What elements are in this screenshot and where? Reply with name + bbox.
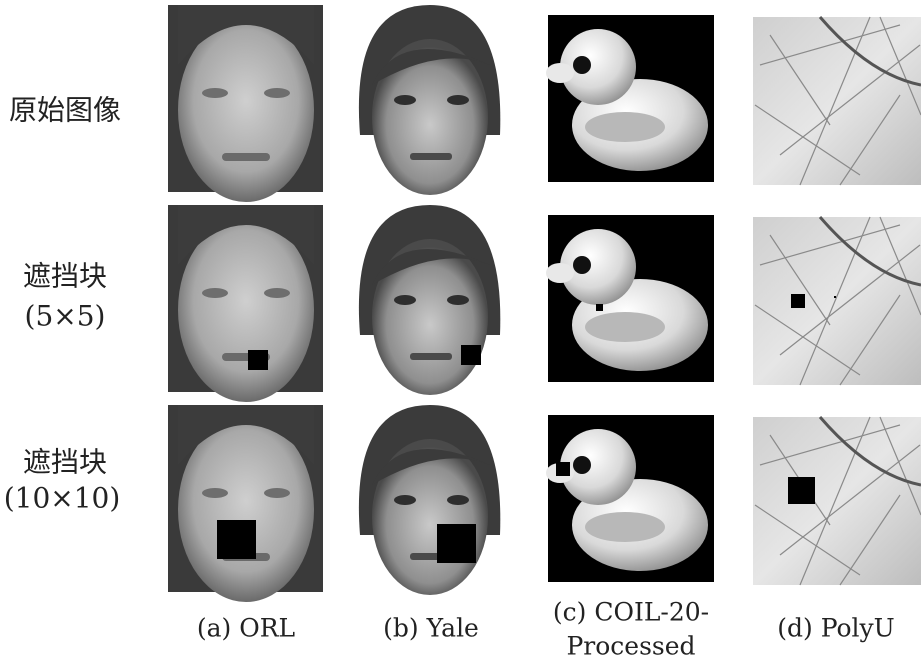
duck-beak [546, 63, 574, 83]
column-caption: (d) PolyU [777, 614, 895, 643]
image-row [168, 405, 921, 602]
image [546, 15, 714, 182]
palm-line [879, 16, 921, 116]
eye [447, 495, 469, 505]
duck-head [560, 229, 636, 305]
row-label: 遮挡块 [23, 260, 107, 293]
duck-head [560, 29, 636, 105]
palm-crease [818, 216, 921, 287]
palm-line [879, 216, 921, 316]
palm-line [799, 16, 871, 186]
eye [264, 288, 290, 298]
image-bg [753, 17, 921, 185]
image [168, 405, 323, 602]
hair [178, 205, 314, 265]
image [753, 16, 921, 186]
occlusion-block [791, 294, 805, 308]
eye [202, 88, 228, 98]
palm-line [759, 424, 901, 466]
palm-line [769, 234, 831, 326]
fringe [372, 249, 490, 285]
occlusion-block [217, 520, 256, 559]
duck-wing [585, 512, 665, 542]
occlusion-block [248, 350, 268, 370]
row-size: (5×5) [25, 300, 106, 333]
duck-eye [573, 456, 591, 474]
occlusion-block [596, 304, 603, 311]
palm-crease [818, 16, 921, 87]
image [546, 415, 714, 582]
eye [394, 95, 416, 105]
column-caption: (c) COIL-20- [553, 598, 709, 627]
image-row [168, 5, 921, 202]
face [178, 218, 314, 402]
column-caption: (a) ORL [197, 614, 295, 643]
column-caption: (b) Yale [383, 614, 479, 643]
row-label: 原始图像 [9, 94, 121, 127]
mouth [410, 353, 452, 360]
image [357, 5, 503, 195]
face [372, 239, 488, 395]
image [753, 416, 921, 586]
image-bg [753, 217, 921, 385]
palm-line [839, 494, 901, 586]
palm-crease [818, 416, 921, 487]
eye [447, 295, 469, 305]
fringe [372, 449, 490, 485]
face [372, 39, 488, 195]
eye [264, 488, 290, 498]
hair [178, 405, 314, 465]
palm-line [839, 294, 901, 386]
hair [178, 5, 314, 65]
palm-line [769, 34, 831, 126]
fringe [372, 49, 490, 85]
mouth [410, 153, 452, 160]
occlusion-block [437, 524, 476, 563]
duck-eye [573, 256, 591, 274]
eye [264, 88, 290, 98]
eye [447, 95, 469, 105]
image [546, 215, 714, 382]
palm-line [759, 224, 901, 266]
face [178, 18, 314, 202]
duck-wing [585, 112, 665, 142]
palm-line [754, 104, 861, 176]
palm-line [839, 94, 901, 186]
image [168, 5, 323, 202]
occlusion-block [461, 345, 481, 365]
mouth [222, 153, 270, 161]
duck-beak [546, 263, 574, 283]
column-caption: Processed [566, 632, 695, 661]
palm-line [799, 416, 871, 586]
palm-line [879, 416, 921, 516]
image-row [168, 205, 921, 402]
image [357, 205, 503, 395]
palm-line [799, 216, 871, 386]
duck-wing [585, 312, 665, 342]
row-label: 遮挡块 [23, 446, 107, 479]
eye [202, 288, 228, 298]
image [753, 216, 921, 386]
image-bg [753, 417, 921, 585]
occlusion-block [834, 296, 836, 298]
eye [394, 495, 416, 505]
palm-line [759, 24, 901, 66]
face [178, 418, 314, 602]
row-size: (10×10) [4, 482, 121, 515]
duck-head [560, 429, 636, 505]
palm-line [754, 504, 861, 576]
image [168, 205, 323, 402]
eye [394, 295, 416, 305]
occlusion-block [788, 477, 815, 504]
occlusion-block [556, 462, 570, 476]
image [357, 405, 503, 595]
duck-eye [573, 56, 591, 74]
palm-line [754, 304, 861, 376]
eye [202, 488, 228, 498]
